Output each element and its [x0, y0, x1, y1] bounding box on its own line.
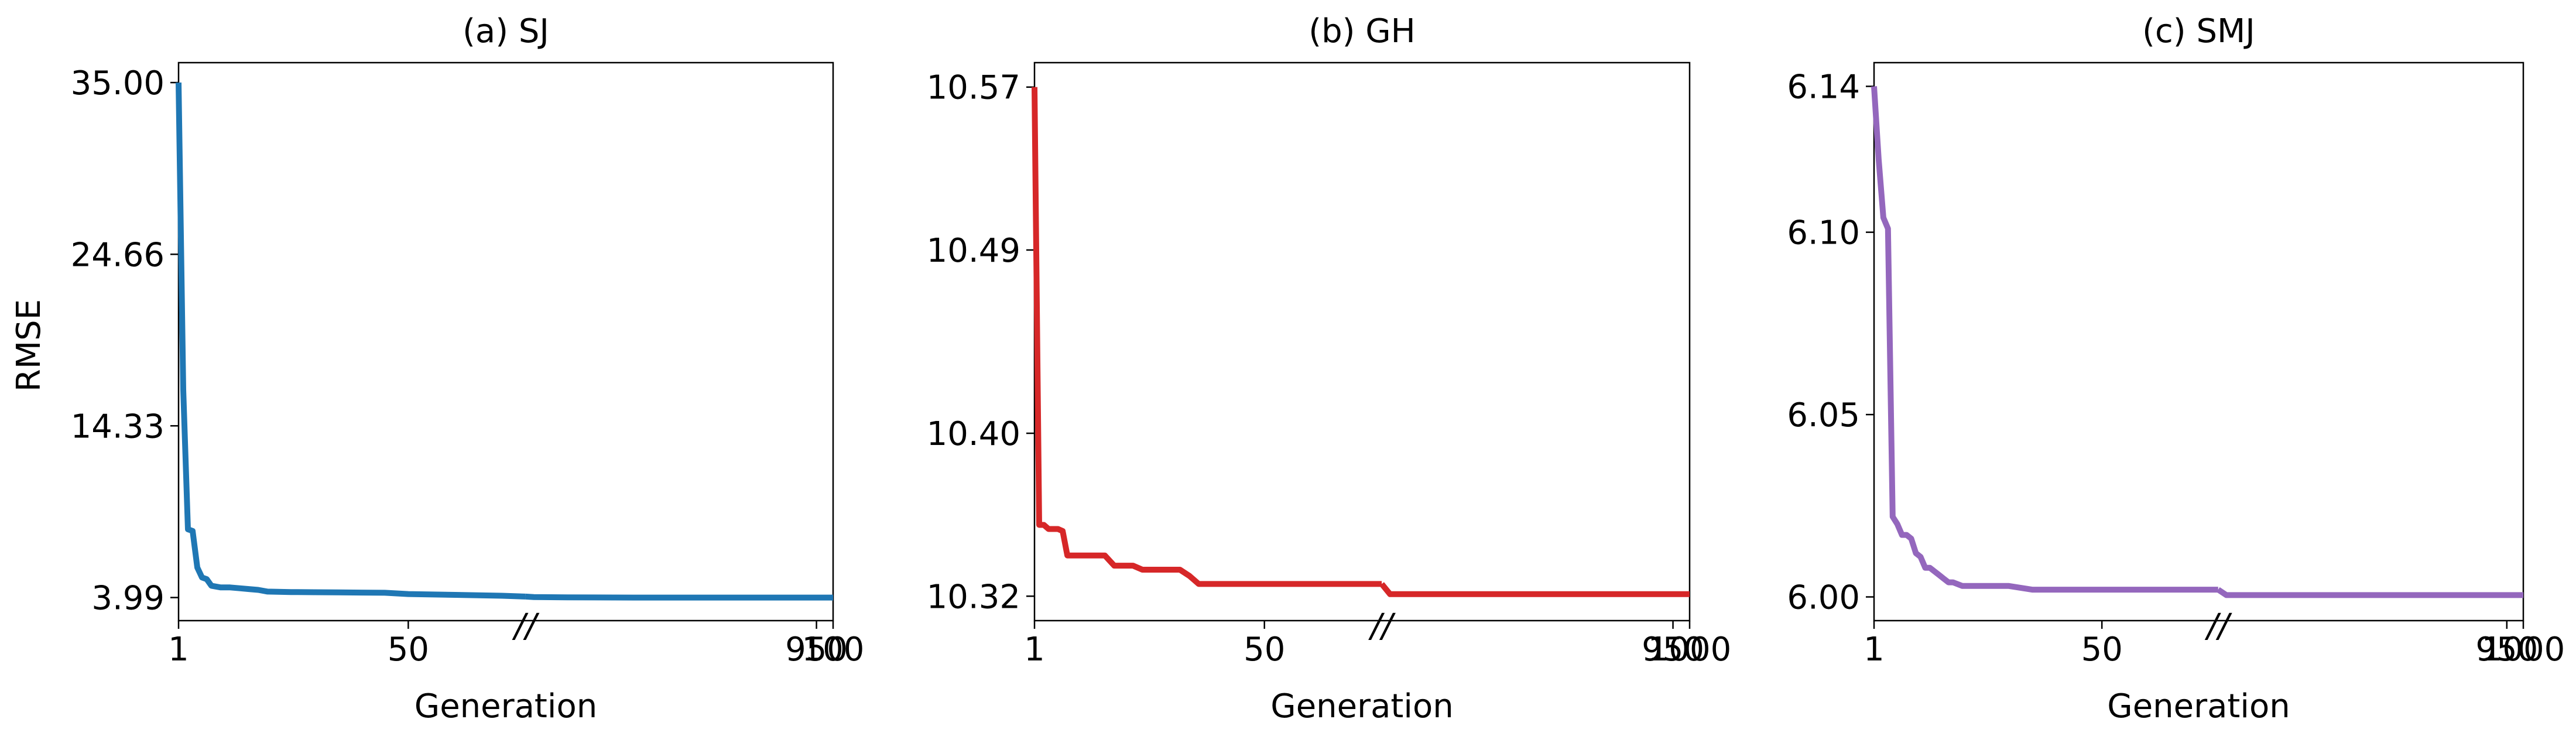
x-tick-label: 1	[168, 631, 189, 669]
y-tick-label: 6.14	[1787, 68, 1860, 106]
series-line-segment-left	[176, 82, 526, 600]
chart-title: (c) SMJ	[2142, 12, 2255, 50]
x-axis-label: Generation	[2107, 687, 2290, 725]
y-tick-label: 10.49	[927, 232, 1020, 270]
series-line-segment-left	[1032, 87, 1382, 587]
x-tick-label: 1000	[2482, 631, 2565, 669]
series-line-segment-right	[525, 593, 833, 601]
x-tick-label: 950	[1642, 631, 1704, 669]
y-tick-label: 6.10	[1787, 214, 1860, 252]
plot-frame	[177, 61, 834, 622]
figure-ylabel: RMSE	[10, 299, 48, 392]
plot-frame	[1873, 61, 2524, 622]
x-tick-label: 1	[1024, 631, 1045, 669]
axis-break-mark: //	[512, 607, 540, 645]
x-tick-label: 1000	[1648, 631, 1732, 669]
y-tick-label: 3.99	[91, 580, 165, 618]
chart-title: (b) GH	[1308, 12, 1416, 50]
series-line-segment-right	[2217, 587, 2523, 598]
y-tick-label: 10.40	[927, 415, 1020, 453]
x-axis-label: Generation	[1270, 687, 1453, 725]
chart-title: (a) SJ	[463, 12, 549, 50]
y-tick-label: 10.32	[927, 578, 1020, 616]
y-tick-label: 24.66	[71, 236, 165, 274]
plot-frame	[1033, 61, 1691, 622]
y-tick-label: 10.57	[927, 69, 1020, 107]
x-tick-label: 950	[2475, 631, 2538, 669]
y-tick-label: 14.33	[71, 408, 165, 446]
x-tick-label: 1	[1864, 631, 1885, 669]
y-tick-label: 6.05	[1787, 396, 1860, 434]
x-tick-label: 50	[2081, 631, 2123, 669]
x-tick-label: 950	[785, 631, 848, 669]
y-tick-label: 6.00	[1787, 579, 1860, 617]
x-axis-label: Generation	[415, 687, 597, 725]
series-line-segment-left	[1871, 86, 2218, 593]
x-tick-label: 50	[388, 631, 429, 669]
series-line-segment-right	[1379, 582, 1690, 597]
x-tick-label: 100	[802, 631, 865, 669]
x-tick-label: 50	[1244, 631, 1285, 669]
axis-break-mark: //	[2204, 607, 2232, 645]
y-tick-label: 35.00	[71, 64, 165, 102]
axis-break-mark: //	[1368, 607, 1396, 645]
